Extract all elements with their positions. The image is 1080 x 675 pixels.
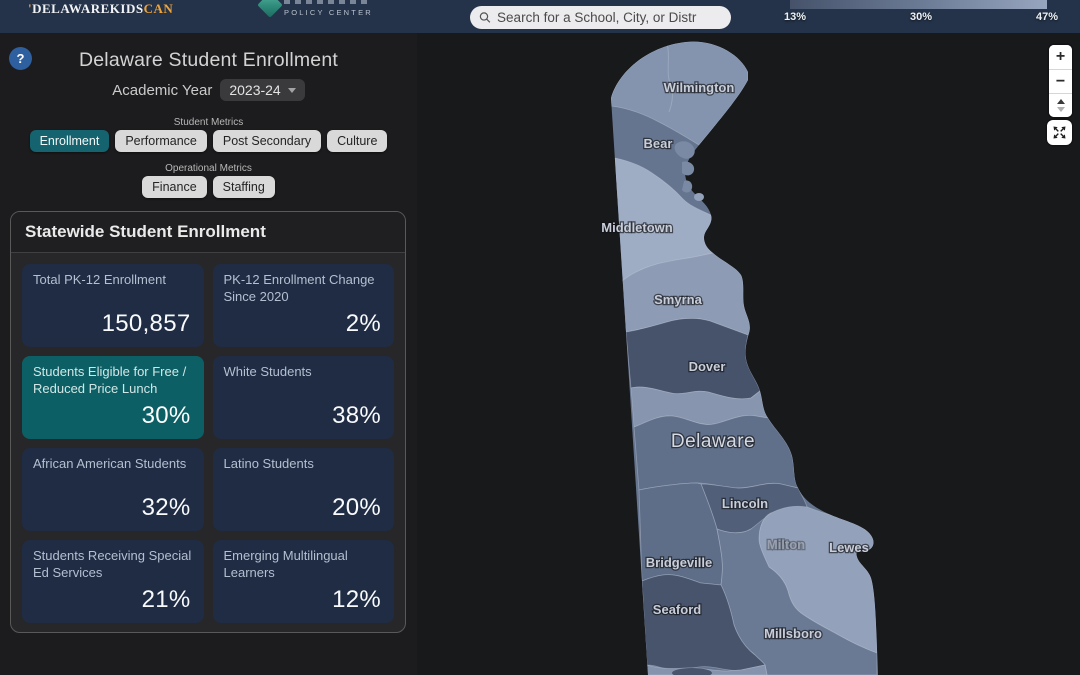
map-label-dover: Dover — [689, 359, 726, 374]
slider-down-icon — [1056, 107, 1065, 112]
zoom-slider-handle[interactable] — [1049, 93, 1072, 117]
map-island — [694, 193, 704, 201]
metric-card-latino-students[interactable]: Latino Students 20% — [212, 448, 394, 531]
metric-card-african-american-students[interactable]: African American Students 32% — [22, 448, 204, 531]
map-label-lewes: Lewes — [829, 540, 869, 555]
metric-card-value: 38% — [332, 402, 381, 429]
search-box[interactable] — [470, 6, 731, 29]
map-label-seaford: Seaford — [653, 602, 701, 617]
tab-post-secondary[interactable]: Post Secondary — [212, 130, 322, 152]
zoom-in-button[interactable]: + — [1049, 45, 1072, 69]
metric-card-label: Students Receiving Special Ed Services — [33, 548, 192, 580]
partner-logo-icon — [257, 0, 283, 18]
statewide-panel-title: Statewide Student Enrollment — [11, 212, 405, 253]
legend-max-label: 47% — [1035, 11, 1059, 23]
map-zoom-control: + − — [1049, 45, 1072, 117]
academic-year-select[interactable]: 2023-24 — [220, 79, 305, 101]
map-region-dover[interactable] — [625, 318, 761, 400]
metric-card-label: African American Students — [33, 456, 187, 471]
delaware-choropleth-map[interactable]: Wilmington Bear Middletown Smyrna Dover … — [417, 33, 1080, 675]
metric-card-value: 2% — [345, 310, 381, 337]
chevron-down-icon — [287, 87, 296, 93]
tab-staffing[interactable]: Staffing — [212, 176, 275, 198]
metric-card-value: 150,857 — [101, 310, 191, 337]
map-label-state: Delaware — [671, 431, 755, 452]
map-region-bottom-blob — [672, 668, 712, 675]
map-panel[interactable]: Wilmington Bear Middletown Smyrna Dover … — [417, 33, 1080, 675]
help-button[interactable]: ? — [9, 47, 32, 70]
search-input[interactable] — [497, 10, 725, 25]
partner-logo-cutoff-text — [284, 0, 370, 4]
metric-card-label: PK-12 Enrollment Change Since 2020 — [223, 272, 375, 304]
metric-card-value: 30% — [141, 402, 191, 429]
legend-min-label: 13% — [783, 11, 807, 23]
metric-card-multilingual-learners[interactable]: Emerging Multilingual Learners 12% — [212, 540, 394, 623]
page-title: Delaware Student Enrollment — [78, 49, 339, 71]
map-island — [682, 161, 695, 176]
map-label-millsboro: Millsboro — [764, 626, 822, 641]
tab-performance[interactable]: Performance — [115, 130, 207, 152]
statewide-enrollment-panel: Statewide Student Enrollment Total PK-12… — [10, 211, 406, 633]
partner-logo-subtitle: POLICY CENTER — [284, 8, 373, 17]
map-label-middletown: Middletown — [601, 220, 673, 235]
map-region-central-delaware[interactable] — [633, 414, 799, 491]
metric-card-value: 12% — [332, 586, 381, 613]
fullscreen-icon — [1053, 126, 1066, 139]
fullscreen-button[interactable] — [1047, 120, 1072, 145]
map-label-bear: Bear — [644, 136, 673, 151]
map-river-line — [666, 42, 673, 113]
map-label-lincoln: Lincoln — [722, 496, 768, 511]
operational-metrics-label: Operational Metrics — [165, 163, 252, 174]
metric-card-value: 21% — [141, 586, 191, 613]
map-label-wilmington: Wilmington — [664, 80, 735, 95]
metric-card-label: Total PK-12 Enrollment — [33, 272, 166, 287]
metric-card-label: Emerging Multilingual Learners — [223, 548, 348, 580]
map-region-wilmington[interactable] — [611, 41, 749, 146]
top-bar: 'delawarekidsCAN POLICY CENTER 13% 30% 4… — [0, 0, 1080, 33]
slider-up-icon — [1056, 99, 1065, 104]
metric-card-label: White Students — [223, 364, 312, 379]
brand-name: delawarekids — [32, 0, 144, 18]
metric-card-value: 20% — [332, 494, 381, 521]
academic-year-row: Academic Year 2023-24 — [0, 79, 417, 101]
tab-culture[interactable]: Culture — [327, 130, 388, 152]
metric-card-free-reduced-lunch[interactable]: Students Eligible for Free / Reduced Pri… — [22, 356, 204, 439]
brand-mark: ' — [28, 0, 33, 18]
zoom-out-button[interactable]: − — [1049, 69, 1072, 93]
metric-card-grid: Total PK-12 Enrollment 150,857 PK-12 Enr… — [11, 253, 405, 632]
brand-accent: CAN — [143, 0, 174, 18]
choropleth-legend-bar — [790, 0, 1047, 9]
metric-card-special-ed[interactable]: Students Receiving Special Ed Services 2… — [22, 540, 204, 623]
metric-card-white-students[interactable]: White Students 38% — [212, 356, 394, 439]
legend-mid-label: 30% — [909, 11, 933, 23]
student-metrics-label: Student Metrics — [173, 117, 244, 128]
map-island — [682, 180, 693, 193]
metric-card-total-pk12[interactable]: Total PK-12 Enrollment 150,857 — [22, 264, 204, 347]
map-island — [674, 141, 695, 159]
operational-metrics-tabs: Finance Staffing — [0, 176, 417, 198]
sidebar-panel: ? Delaware Student Enrollment Academic Y… — [0, 33, 417, 675]
map-label-bridgeville: Bridgeville — [646, 555, 712, 570]
map-label-smyrna: Smyrna — [654, 292, 702, 307]
map-label-milton: Milton — [767, 537, 805, 552]
metric-card-value: 32% — [141, 494, 191, 521]
student-metrics-tabs: Enrollment Performance Post Secondary Cu… — [0, 130, 417, 152]
metric-card-label: Latino Students — [223, 456, 314, 471]
search-icon — [479, 12, 491, 23]
brand-logo[interactable]: 'delawarekidsCAN — [28, 0, 173, 19]
tab-finance[interactable]: Finance — [142, 176, 207, 198]
metric-card-label: Students Eligible for Free / Reduced Pri… — [33, 364, 187, 396]
academic-year-value: 2023-24 — [229, 82, 281, 98]
academic-year-label: Academic Year — [112, 81, 213, 99]
metric-card-change-since-2020[interactable]: PK-12 Enrollment Change Since 2020 2% — [212, 264, 394, 347]
tab-enrollment[interactable]: Enrollment — [29, 130, 110, 152]
